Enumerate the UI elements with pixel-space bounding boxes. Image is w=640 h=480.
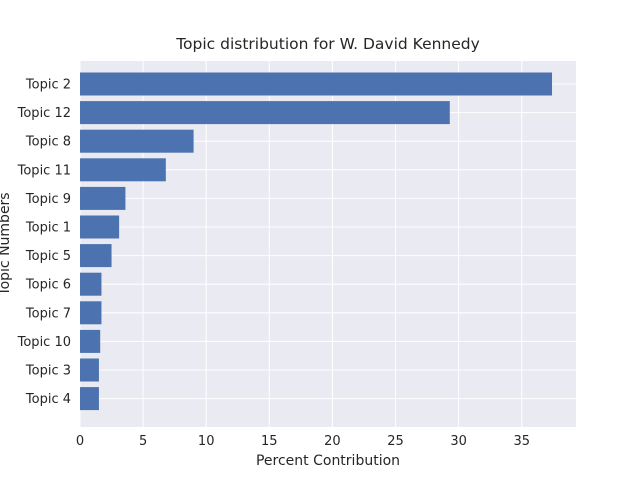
bar-topic-4 bbox=[80, 387, 99, 411]
y-tick-label: Topic 6 bbox=[25, 278, 71, 293]
x-axis-label: Percent Contribution bbox=[256, 453, 400, 469]
bar-topic-11 bbox=[80, 158, 166, 182]
x-tick-label: 0 bbox=[76, 434, 84, 449]
bar-topic-5 bbox=[80, 244, 112, 268]
bar-topic-9 bbox=[80, 186, 126, 210]
x-tick-label: 25 bbox=[387, 434, 404, 449]
bar-topic-8 bbox=[80, 129, 194, 153]
x-tick-labels: 0 5 10 15 20 25 30 35 bbox=[76, 434, 530, 449]
y-axis-label: Topic Numbers bbox=[0, 192, 13, 296]
y-tick-labels: Topic 2 Topic 12 Topic 8 Topic 11 Topic 9 Top… bbox=[17, 78, 71, 408]
x-tick-label: 5 bbox=[139, 434, 147, 449]
y-tick-label: Topic 12 bbox=[17, 106, 71, 121]
bar-topic-2 bbox=[80, 72, 553, 96]
bar-topic-3 bbox=[80, 358, 99, 382]
y-tick-label: Topic 3 bbox=[25, 364, 71, 379]
x-tick-label: 15 bbox=[261, 434, 278, 449]
y-tick-label: Topic 10 bbox=[17, 335, 71, 350]
bar-topic-7 bbox=[80, 301, 102, 325]
bar-topic-10 bbox=[80, 329, 101, 353]
y-tick-label: Topic 1 bbox=[25, 221, 71, 236]
x-tick-label: 35 bbox=[513, 434, 530, 449]
y-tick-label: Topic 4 bbox=[25, 392, 71, 407]
x-tick-label: 20 bbox=[324, 434, 341, 449]
chart-title: Topic distribution for W. David Kennedy bbox=[175, 35, 480, 53]
y-tick-label: Topic 2 bbox=[25, 78, 71, 93]
y-tick-label: Topic 5 bbox=[25, 249, 71, 264]
bars bbox=[80, 72, 553, 411]
x-tick-label: 30 bbox=[450, 434, 467, 449]
x-tick-label: 10 bbox=[198, 434, 215, 449]
bar-topic-1 bbox=[80, 215, 120, 239]
y-tick-label: Topic 9 bbox=[25, 192, 71, 207]
y-tick-label: Topic 7 bbox=[25, 306, 71, 321]
bar-topic-6 bbox=[80, 272, 102, 296]
bar-topic-12 bbox=[80, 101, 450, 125]
y-tick-label: Topic 8 bbox=[25, 135, 71, 150]
y-tick-label: Topic 11 bbox=[17, 163, 71, 178]
